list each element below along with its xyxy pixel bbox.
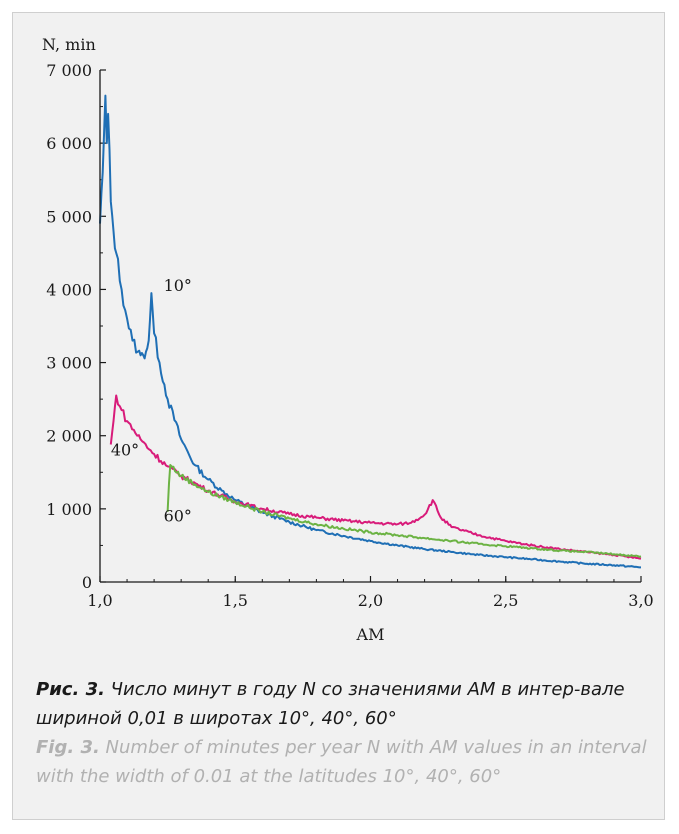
x-axis-title: AM	[356, 625, 385, 644]
caption-ru-text: Число минут в году N со значениями AM в …	[36, 679, 625, 729]
series-line-0	[99, 94, 641, 569]
series-line-1	[109, 394, 642, 560]
y-tick-label: 0	[82, 573, 92, 592]
y-tick-label: 4 000	[46, 280, 92, 299]
y-axis-title: N, min	[42, 35, 96, 54]
x-tick-label: 2,0	[358, 591, 383, 610]
x-tick-label: 2,5	[493, 591, 518, 610]
y-tick-label: 7 000	[46, 61, 92, 80]
x-tick-label: 3,0	[628, 591, 653, 610]
caption-en: Fig. 3. Number of minutes per year N wit…	[36, 733, 656, 791]
series-label: 40°	[111, 440, 139, 459]
y-tick-label: 2 000	[46, 427, 92, 446]
y-tick-label: 3 000	[46, 354, 92, 373]
series-label: 10°	[164, 276, 192, 295]
series-line-2	[166, 464, 642, 558]
y-tick-label: 6 000	[46, 134, 92, 153]
caption-en-text: Number of minutes per year N with AM val…	[36, 737, 647, 787]
caption-ru-label: Рис. 3.	[36, 679, 105, 700]
figure-frame	[12, 12, 665, 820]
x-tick-label: 1,5	[223, 591, 248, 610]
caption-en-label: Fig. 3.	[36, 737, 100, 758]
caption-ru: Рис. 3. Число минут в году N со значения…	[36, 675, 656, 733]
y-tick-label: 1 000	[46, 500, 92, 519]
series-label: 60°	[164, 506, 192, 525]
x-tick-label: 1,0	[87, 591, 112, 610]
y-tick-label: 5 000	[46, 207, 92, 226]
